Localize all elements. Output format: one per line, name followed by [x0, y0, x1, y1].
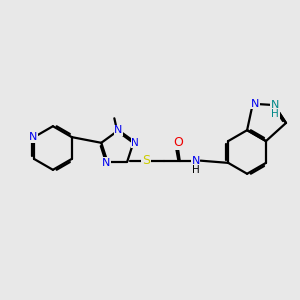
Text: N: N	[29, 132, 37, 142]
Text: H: H	[192, 165, 200, 175]
Text: N: N	[271, 100, 279, 110]
Text: N: N	[114, 125, 122, 135]
Text: S: S	[142, 154, 150, 167]
Text: H: H	[271, 109, 279, 119]
Text: N: N	[102, 158, 111, 168]
Text: O: O	[173, 136, 183, 149]
Text: N: N	[250, 99, 259, 109]
Text: N: N	[191, 156, 200, 166]
Text: N: N	[131, 138, 139, 148]
